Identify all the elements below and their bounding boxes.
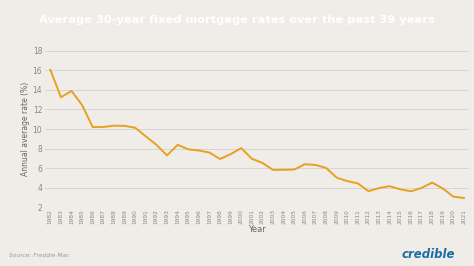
Text: Average 30-year fixed mortgage rates over the past 39 years: Average 30-year fixed mortgage rates ove… <box>39 15 435 25</box>
Text: credible: credible <box>401 248 455 261</box>
X-axis label: Year: Year <box>248 225 266 234</box>
Y-axis label: Annual average rate (%): Annual average rate (%) <box>21 82 30 176</box>
Text: Source: Freddie Mac: Source: Freddie Mac <box>9 253 70 258</box>
